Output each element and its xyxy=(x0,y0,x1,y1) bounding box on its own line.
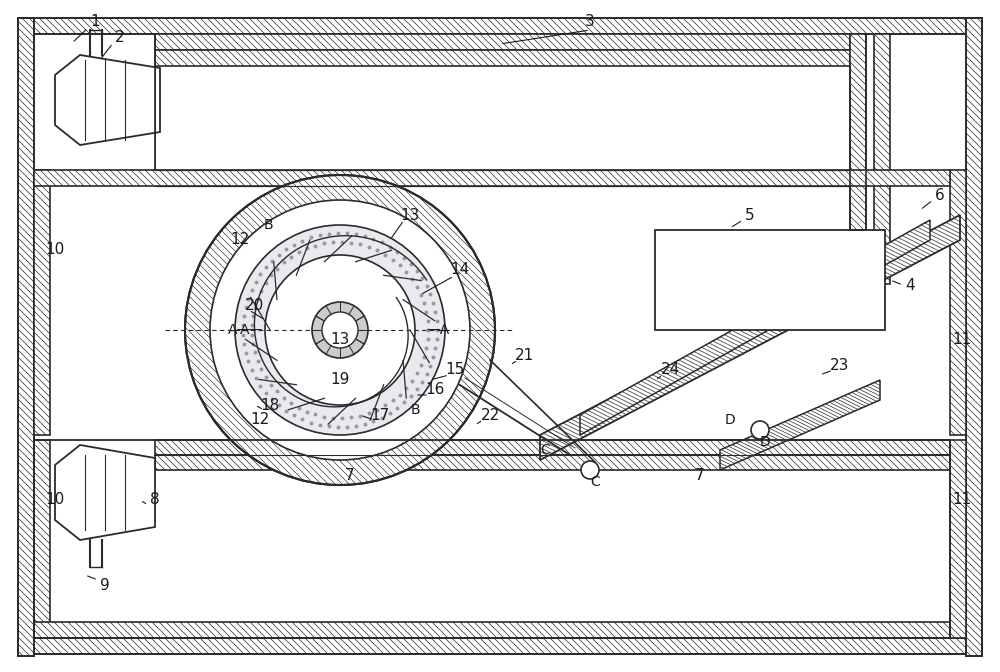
Bar xyxy=(950,170,966,435)
Text: 12: 12 xyxy=(230,233,250,247)
Bar xyxy=(874,34,890,284)
Text: B: B xyxy=(410,403,420,417)
Text: —A: —A xyxy=(427,323,450,337)
Bar xyxy=(34,440,50,638)
Bar xyxy=(655,230,885,330)
Text: 18: 18 xyxy=(260,398,280,413)
Text: 24: 24 xyxy=(660,362,680,378)
Circle shape xyxy=(185,175,495,485)
Text: 6: 6 xyxy=(935,187,945,202)
Text: 8: 8 xyxy=(150,493,160,507)
Text: 7: 7 xyxy=(345,468,355,482)
Bar xyxy=(18,638,982,654)
Text: B: B xyxy=(263,218,273,232)
Circle shape xyxy=(265,255,415,405)
Text: 11: 11 xyxy=(952,333,972,347)
Bar xyxy=(34,622,950,638)
Circle shape xyxy=(235,225,445,435)
Text: 4: 4 xyxy=(905,278,915,292)
Bar xyxy=(18,18,982,34)
Bar xyxy=(34,440,950,638)
Text: D: D xyxy=(760,435,770,449)
Circle shape xyxy=(312,302,368,358)
Text: 17: 17 xyxy=(370,407,390,423)
Text: 10: 10 xyxy=(45,243,65,257)
Text: D: D xyxy=(725,413,735,427)
Bar xyxy=(155,34,850,50)
Text: 15: 15 xyxy=(445,362,465,378)
Polygon shape xyxy=(580,220,930,435)
Text: C: C xyxy=(540,443,550,457)
Text: 13: 13 xyxy=(400,208,420,222)
Bar xyxy=(34,170,50,435)
Text: 21: 21 xyxy=(515,347,535,362)
Text: 13: 13 xyxy=(330,333,350,347)
Text: 20: 20 xyxy=(245,298,265,312)
Polygon shape xyxy=(55,55,160,145)
Text: 9: 9 xyxy=(100,577,110,593)
Bar xyxy=(34,170,950,186)
Text: 23: 23 xyxy=(830,358,850,372)
Bar xyxy=(950,440,966,638)
Bar xyxy=(155,440,950,455)
Circle shape xyxy=(322,312,358,348)
Text: 1: 1 xyxy=(90,15,100,30)
Text: 2: 2 xyxy=(115,30,125,46)
Circle shape xyxy=(581,461,599,479)
Bar xyxy=(155,455,950,470)
Bar xyxy=(966,18,982,656)
Bar xyxy=(850,34,866,284)
Polygon shape xyxy=(55,445,155,540)
Circle shape xyxy=(751,421,769,439)
Text: 12: 12 xyxy=(250,413,270,427)
Text: A—: A— xyxy=(228,323,252,337)
Polygon shape xyxy=(720,380,880,470)
Text: 10: 10 xyxy=(45,493,65,507)
Text: 7: 7 xyxy=(695,468,705,482)
Text: 22: 22 xyxy=(480,407,500,423)
Text: 14: 14 xyxy=(450,263,470,278)
Bar xyxy=(18,18,34,656)
Text: 16: 16 xyxy=(425,382,445,398)
Text: C: C xyxy=(590,475,600,489)
Polygon shape xyxy=(540,215,960,460)
Text: 5: 5 xyxy=(745,208,755,222)
Text: 19: 19 xyxy=(330,372,350,388)
Text: 3: 3 xyxy=(585,15,595,30)
Bar xyxy=(155,50,850,66)
Text: A—: A— xyxy=(240,323,263,337)
Text: 11: 11 xyxy=(952,493,972,507)
